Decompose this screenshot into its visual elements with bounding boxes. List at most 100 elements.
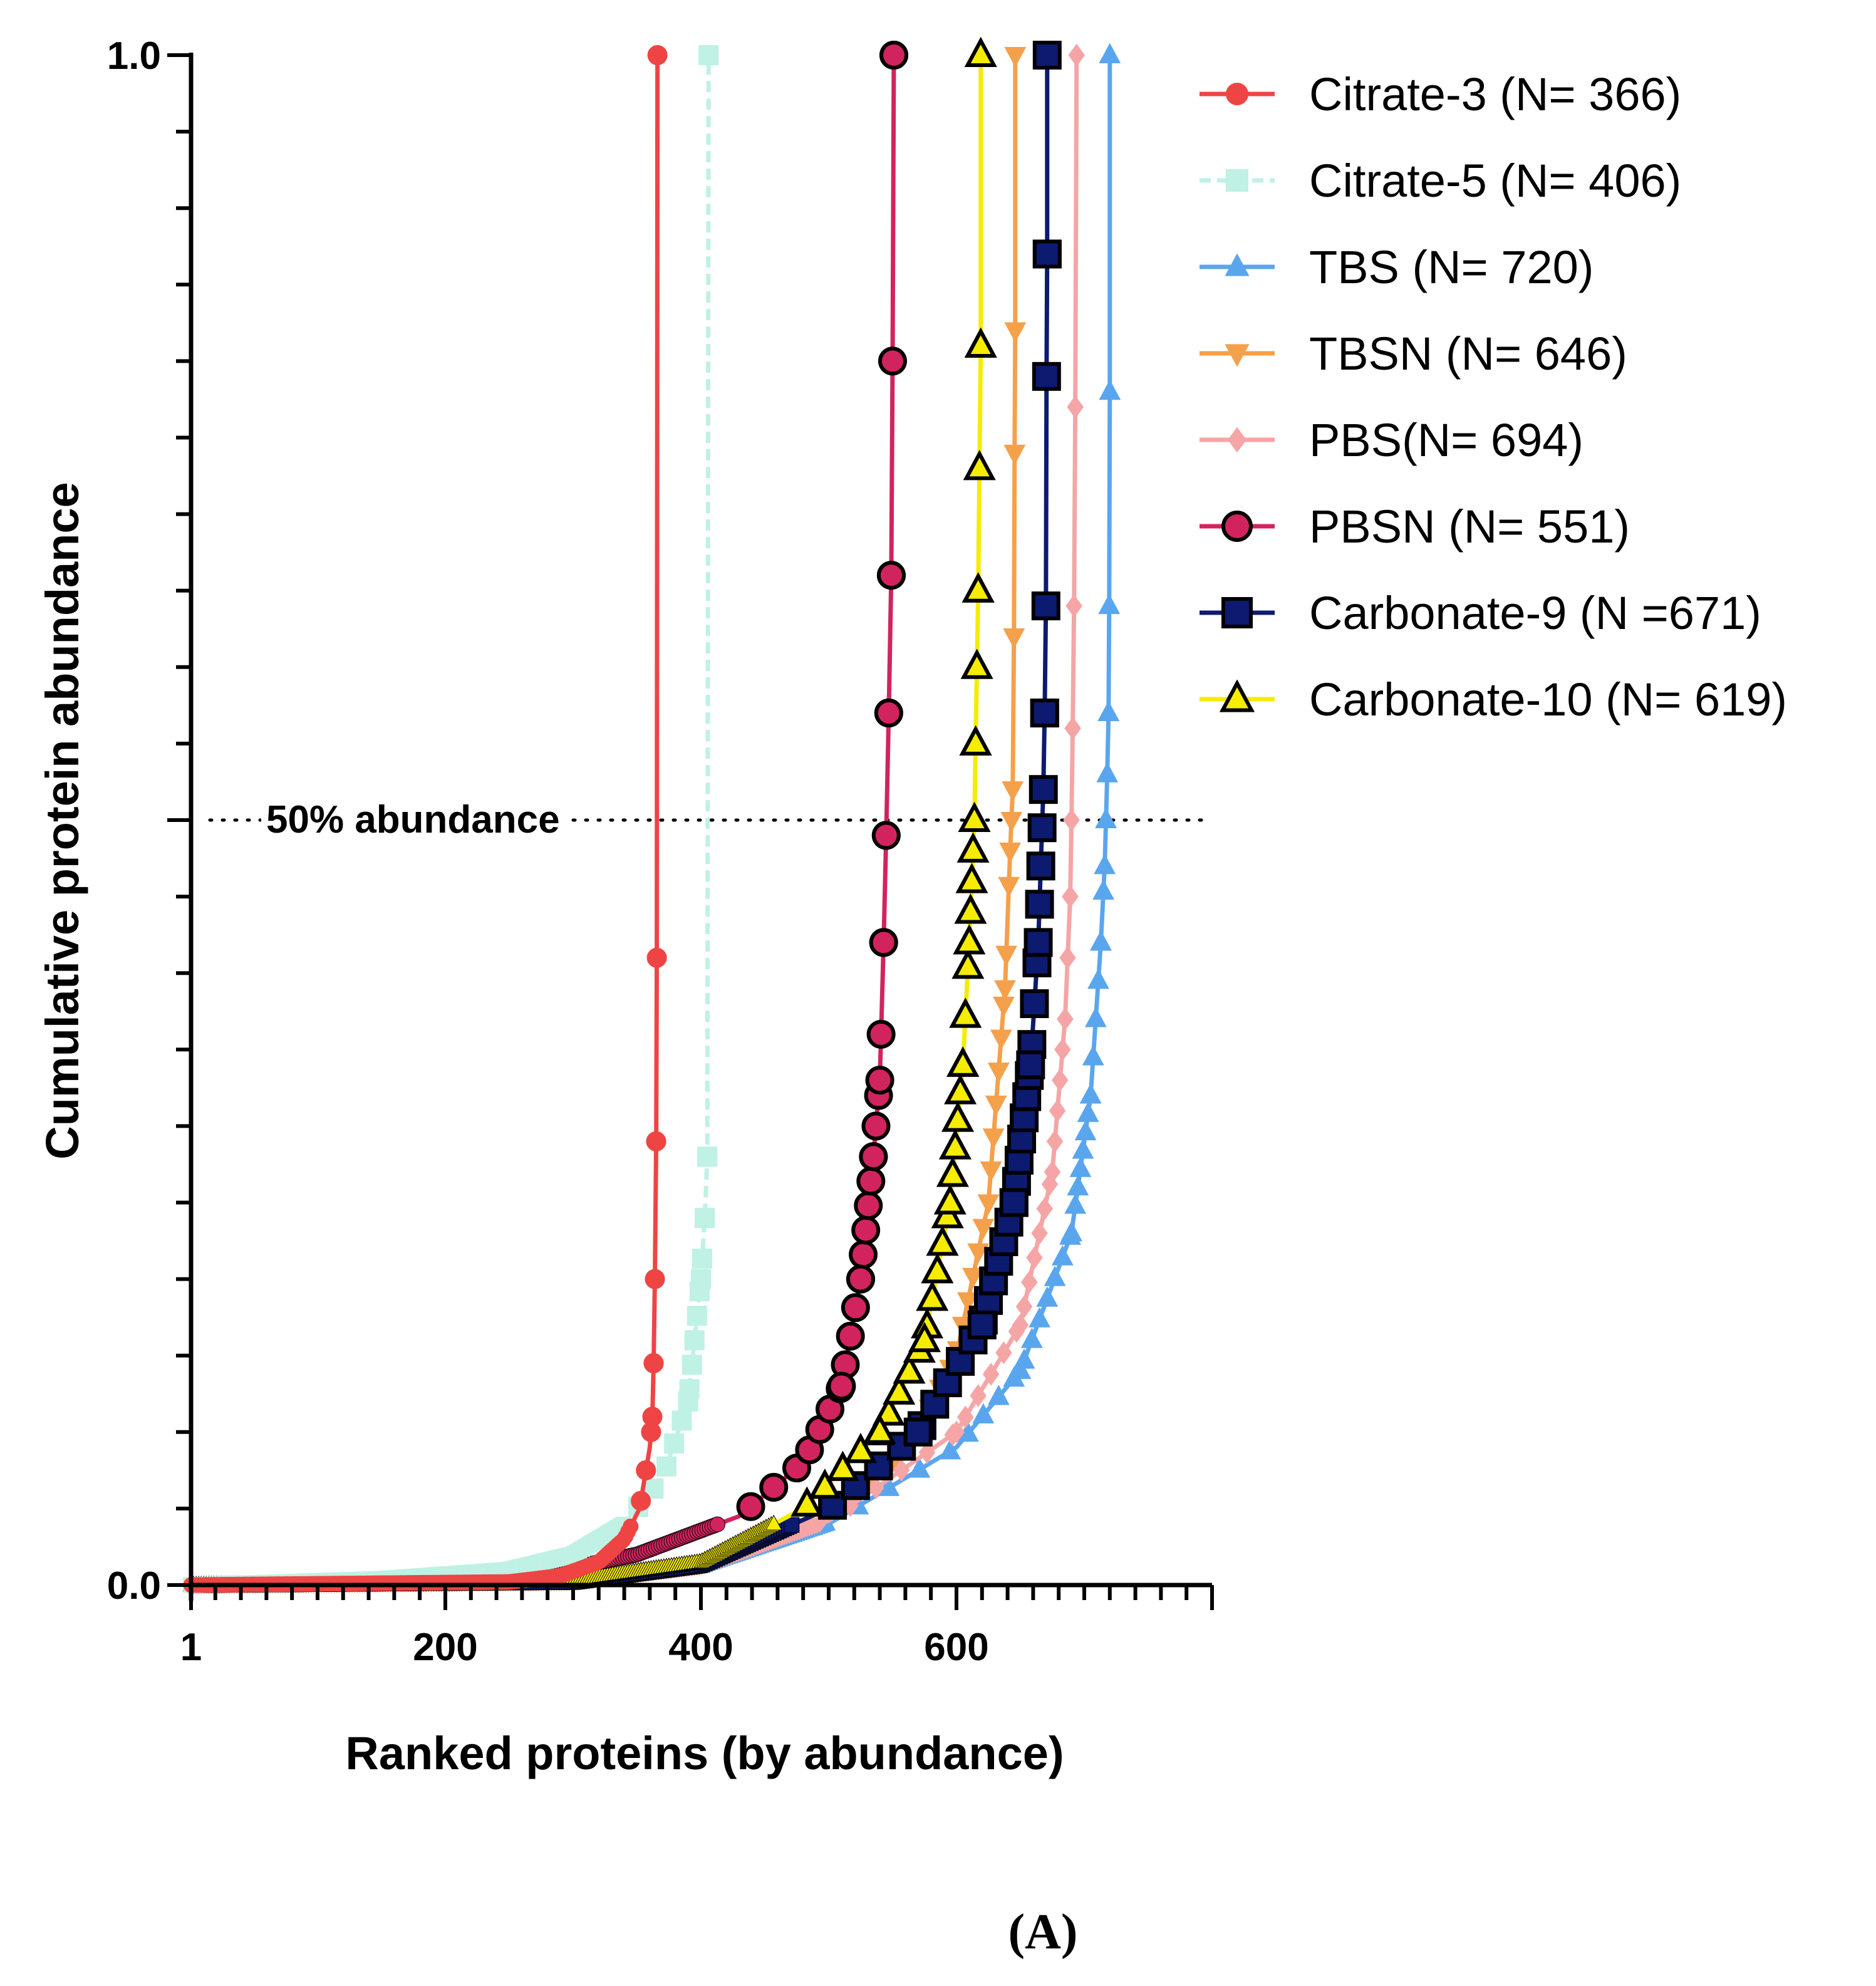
legend-entry: Citrate-3 (N= 366): [1200, 68, 1681, 120]
data-point: [1032, 361, 1061, 391]
legend-label: Citrate-5 (N= 406): [1309, 155, 1681, 207]
y-axis-title: Cumulative protein abundance: [36, 482, 88, 1159]
data-point: [808, 1468, 841, 1499]
data-point: [1003, 444, 1026, 465]
data-point: [936, 1157, 969, 1187]
data-point: [1012, 1313, 1029, 1337]
legend-entry: PBSN (N= 551): [1200, 501, 1630, 553]
data-point: [1009, 1358, 1032, 1380]
data-point: [982, 1128, 1005, 1149]
data-point: [1090, 930, 1112, 951]
data-point: [736, 1492, 765, 1521]
data-point: [933, 1184, 967, 1215]
data-point: [827, 1371, 856, 1401]
data-point: [1004, 47, 1027, 68]
data-point: [695, 1207, 715, 1228]
data-point: [1065, 594, 1082, 618]
data-point: [1051, 1245, 1074, 1266]
x-tick-label: 400: [668, 1626, 733, 1669]
legend-label: Citrate-3 (N= 366): [1309, 68, 1681, 120]
x-tick-label: 200: [413, 1626, 477, 1669]
data-point: [690, 1269, 711, 1289]
data-point: [960, 648, 993, 679]
data-point: [908, 1457, 931, 1478]
legend-label: Carbonate-10 (N= 619): [1309, 673, 1787, 725]
data-point: [1029, 775, 1058, 804]
data-point: [692, 1249, 713, 1269]
data-point: [1024, 928, 1053, 957]
data-point: [1002, 781, 1024, 802]
data-point: [995, 1341, 1012, 1365]
data-point: [1098, 593, 1121, 615]
data-point: [990, 1029, 1012, 1050]
data-point: [993, 996, 1015, 1017]
data-point: [972, 1219, 995, 1239]
legend-entry: TBS (N= 720): [1200, 241, 1594, 293]
data-point: [687, 1306, 707, 1326]
legend-marker: [1228, 427, 1246, 453]
data-point: [949, 997, 982, 1028]
data-point: [903, 1417, 933, 1447]
data-point: [1032, 41, 1062, 70]
data-point: [1079, 1083, 1102, 1104]
y-tick-label: 1.0: [107, 34, 161, 78]
data-point: [849, 1240, 878, 1269]
legend-label: Carbonate-9 (N =671): [1309, 587, 1761, 639]
data-point: [987, 1385, 1010, 1405]
data-point: [879, 41, 909, 70]
data-point: [1032, 239, 1062, 269]
data-point: [1084, 1007, 1107, 1027]
data-point: [955, 863, 988, 893]
data-point: [856, 1167, 886, 1196]
data-point: [710, 1516, 726, 1532]
data-point: [921, 1253, 954, 1284]
data-point: [987, 1063, 1010, 1083]
data-point: [854, 1191, 883, 1220]
reference-layer: 50% abundance: [208, 796, 1214, 844]
data-point: [684, 1330, 705, 1351]
data-point: [697, 1146, 718, 1167]
legend-marker: [1225, 344, 1250, 367]
data-point: [958, 801, 991, 832]
x-tick-label: 600: [924, 1626, 988, 1669]
data-point: [1059, 946, 1076, 969]
data-point: [948, 1420, 965, 1444]
data-point: [1051, 1068, 1069, 1092]
data-point: [1064, 1193, 1087, 1214]
data-point: [1095, 808, 1117, 828]
data-point: [938, 1129, 972, 1160]
data-point: [642, 1406, 663, 1427]
data-point: [963, 450, 996, 481]
data-point: [1029, 1307, 1051, 1328]
data-point: [985, 1095, 1007, 1116]
data-point: [954, 893, 987, 924]
legend: Citrate-3 (N= 366) Citrate-5 (N= 406) TBS …: [1200, 68, 1787, 725]
data-point: [878, 346, 907, 376]
data-point: [1097, 700, 1120, 722]
x-tick-label: 1: [180, 1626, 202, 1669]
data-point: [636, 1460, 656, 1480]
data-point: [664, 1433, 685, 1454]
data-point: [646, 947, 667, 968]
data-point: [883, 1374, 916, 1405]
data-point: [859, 1142, 888, 1172]
data-point: [926, 1225, 959, 1256]
data-point: [977, 1194, 1000, 1215]
data-point: [999, 1188, 1029, 1217]
legend-marker: [1219, 679, 1255, 712]
data-point: [970, 1384, 987, 1407]
data-point: [671, 1410, 692, 1431]
data-point: [863, 1413, 896, 1444]
data-point: [643, 1353, 664, 1373]
data-point: [1036, 1197, 1053, 1220]
data-point: [844, 1432, 878, 1464]
data-point: [1067, 1175, 1089, 1196]
data-point: [872, 1395, 905, 1426]
data-point: [941, 1101, 975, 1132]
legend-marker: [1221, 597, 1253, 628]
data-point: [967, 1243, 990, 1264]
data-point: [956, 832, 990, 863]
x-axis-title: Ranked proteins (by abundance): [345, 1727, 1064, 1779]
data-point: [998, 876, 1020, 898]
